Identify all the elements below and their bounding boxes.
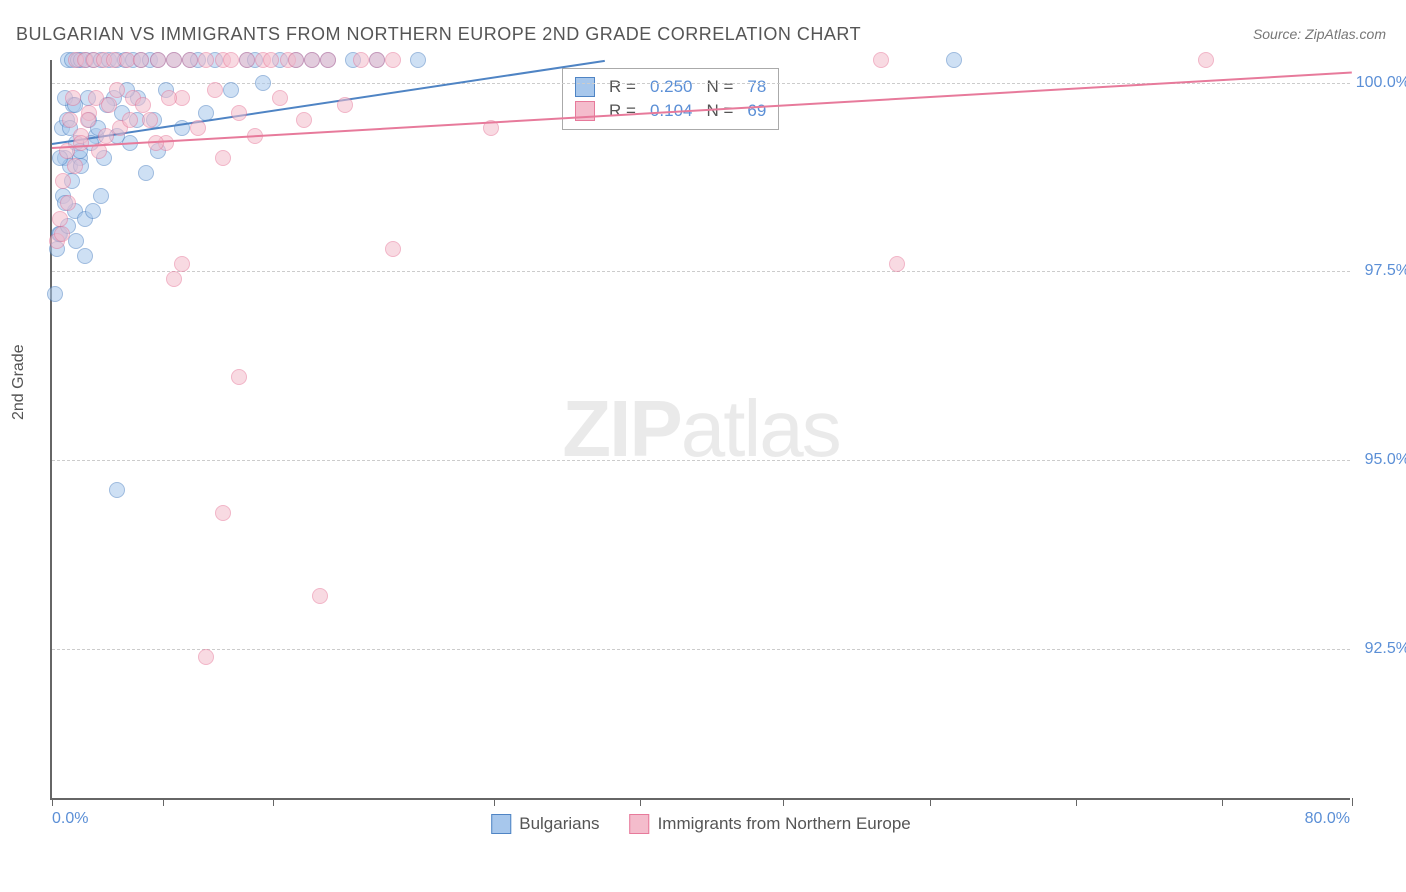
- data-point: [385, 241, 401, 257]
- data-point: [80, 112, 96, 128]
- data-point: [135, 97, 151, 113]
- data-point: [54, 226, 70, 242]
- stats-row-1: R = 0.250 N = 78: [575, 75, 766, 99]
- x-axis-max-label: 80.0%: [1305, 810, 1350, 828]
- data-point: [288, 52, 304, 68]
- y-tick-label: 95.0%: [1355, 451, 1406, 469]
- data-point: [231, 369, 247, 385]
- x-tick: [640, 798, 641, 806]
- x-tick: [273, 798, 274, 806]
- data-point: [182, 52, 198, 68]
- legend-label-1: Bulgarians: [519, 814, 599, 834]
- y-axis-label: 2nd Grade: [10, 344, 28, 420]
- x-tick: [1352, 798, 1353, 806]
- n-value-2: 69: [747, 101, 766, 121]
- data-point: [410, 52, 426, 68]
- data-point: [337, 97, 353, 113]
- legend-swatch2-icon: [630, 814, 650, 834]
- data-point: [889, 256, 905, 272]
- data-point: [85, 203, 101, 219]
- data-point: [215, 150, 231, 166]
- data-point: [122, 112, 138, 128]
- data-point: [55, 173, 71, 189]
- x-tick: [163, 798, 164, 806]
- data-point: [73, 135, 89, 151]
- data-point: [65, 90, 81, 106]
- data-point: [1198, 52, 1214, 68]
- data-point: [304, 52, 320, 68]
- data-point: [62, 112, 78, 128]
- data-point: [223, 52, 239, 68]
- swatch-series1-icon: [575, 77, 595, 97]
- data-point: [133, 52, 149, 68]
- data-point: [198, 649, 214, 665]
- y-tick-label: 97.5%: [1355, 262, 1406, 280]
- data-point: [166, 52, 182, 68]
- data-point: [385, 52, 401, 68]
- data-point: [166, 271, 182, 287]
- legend-item-2: Immigrants from Northern Europe: [630, 814, 911, 834]
- x-tick: [1076, 798, 1077, 806]
- r-value-1: 0.250: [650, 77, 693, 97]
- data-point: [312, 588, 328, 604]
- data-point: [142, 112, 158, 128]
- x-axis-min-label: 0.0%: [52, 810, 88, 828]
- data-point: [369, 52, 385, 68]
- data-point: [320, 52, 336, 68]
- gridline: [52, 460, 1350, 461]
- data-point: [296, 112, 312, 128]
- data-point: [231, 105, 247, 121]
- data-point: [255, 75, 271, 91]
- legend-label-2: Immigrants from Northern Europe: [658, 814, 911, 834]
- legend: Bulgarians Immigrants from Northern Euro…: [491, 814, 911, 834]
- data-point: [150, 52, 166, 68]
- data-point: [223, 82, 239, 98]
- data-point: [263, 52, 279, 68]
- data-point: [60, 195, 76, 211]
- data-point: [47, 286, 63, 302]
- gridline: [52, 649, 1350, 650]
- n-value-1: 78: [747, 77, 766, 97]
- data-point: [207, 82, 223, 98]
- gridline: [52, 271, 1350, 272]
- data-point: [239, 52, 255, 68]
- stats-box: R = 0.250 N = 78 R = 0.104 N = 69: [562, 68, 779, 130]
- data-point: [272, 90, 288, 106]
- data-point: [67, 158, 83, 174]
- data-point: [198, 52, 214, 68]
- chart-container: BULGARIAN VS IMMIGRANTS FROM NORTHERN EU…: [0, 0, 1406, 892]
- data-point: [161, 90, 177, 106]
- x-tick: [783, 798, 784, 806]
- y-tick-label: 92.5%: [1355, 640, 1406, 658]
- data-point: [873, 52, 889, 68]
- data-point: [109, 82, 125, 98]
- legend-item-1: Bulgarians: [491, 814, 599, 834]
- x-tick: [52, 798, 53, 806]
- data-point: [109, 482, 125, 498]
- x-tick: [494, 798, 495, 806]
- x-tick: [1222, 798, 1223, 806]
- data-point: [174, 256, 190, 272]
- data-point: [353, 52, 369, 68]
- x-tick: [930, 798, 931, 806]
- legend-swatch1-icon: [491, 814, 511, 834]
- data-point: [52, 211, 68, 227]
- data-point: [77, 248, 93, 264]
- data-point: [138, 165, 154, 181]
- data-point: [946, 52, 962, 68]
- data-point: [88, 90, 104, 106]
- chart-title: BULGARIAN VS IMMIGRANTS FROM NORTHERN EU…: [16, 24, 861, 45]
- y-tick-label: 100.0%: [1355, 74, 1406, 92]
- source-attribution: Source: ZipAtlas.com: [1253, 26, 1386, 42]
- data-point: [68, 233, 84, 249]
- data-point: [190, 120, 206, 136]
- data-point: [215, 505, 231, 521]
- data-point: [98, 128, 114, 144]
- data-point: [119, 52, 135, 68]
- plot-area: ZIPatlas R = 0.250 N = 78 R = 0.104 N = …: [50, 60, 1350, 800]
- data-point: [93, 188, 109, 204]
